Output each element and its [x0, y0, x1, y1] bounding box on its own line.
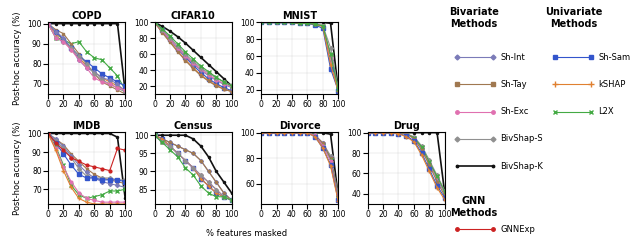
Text: L2X: L2X	[598, 107, 614, 116]
Title: COPD: COPD	[71, 11, 102, 21]
Text: Sh-Exc: Sh-Exc	[500, 107, 529, 116]
Text: Univariate
Methods: Univariate Methods	[545, 7, 603, 29]
Text: % features masked: % features masked	[206, 228, 287, 238]
Title: IMDB: IMDB	[72, 121, 101, 131]
Title: Drug: Drug	[393, 121, 420, 131]
Text: Sh-Tay: Sh-Tay	[500, 80, 527, 89]
Text: GNN
Methods: GNN Methods	[450, 196, 497, 218]
Text: Bivariate
Methods: Bivariate Methods	[449, 7, 499, 29]
Title: Divorce: Divorce	[279, 121, 321, 131]
Text: Sh-Sam: Sh-Sam	[598, 53, 630, 61]
Text: Sh-Int: Sh-Int	[500, 53, 525, 61]
Title: Census: Census	[173, 121, 213, 131]
Y-axis label: Post-hoc accuracy (%): Post-hoc accuracy (%)	[13, 11, 22, 105]
Text: GNNExp: GNNExp	[500, 225, 535, 234]
Title: CIFAR10: CIFAR10	[171, 11, 216, 21]
Text: kSHAP: kSHAP	[598, 80, 626, 89]
Text: BivShap-S: BivShap-S	[500, 134, 543, 144]
Title: MNIST: MNIST	[282, 11, 317, 21]
Y-axis label: Post-hoc accuracy (%): Post-hoc accuracy (%)	[13, 121, 22, 215]
Text: BivShap-K: BivShap-K	[500, 162, 543, 171]
